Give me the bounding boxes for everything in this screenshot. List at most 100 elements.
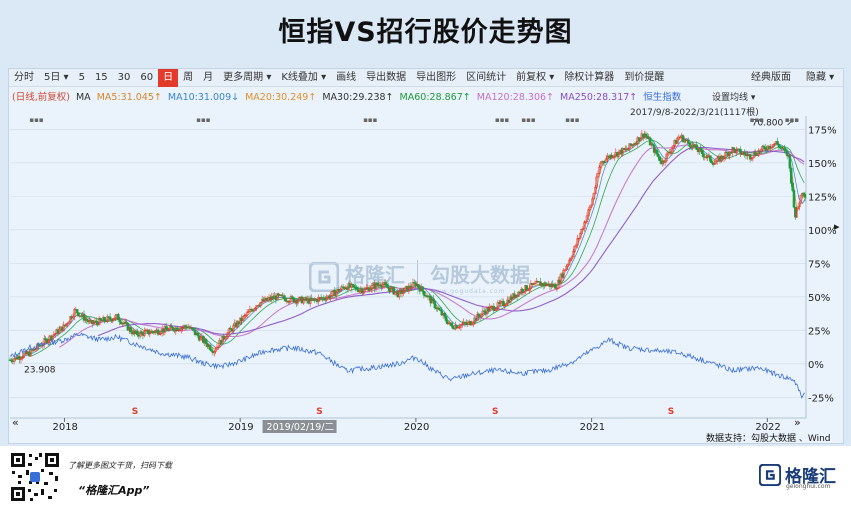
footer-tagline: 了解更多图文干货，扫码下载 <box>68 461 172 470</box>
candle-body <box>651 143 655 146</box>
candle-body <box>60 326 64 332</box>
candle-body <box>180 327 183 331</box>
candle-body <box>695 144 698 150</box>
candle-body <box>370 285 374 290</box>
candle-body <box>284 298 287 302</box>
candle-body <box>192 328 195 331</box>
draw-line-button[interactable]: 画线 <box>336 71 357 83</box>
footer-logo-sub: gelonghui.com <box>786 483 831 490</box>
candle-body <box>599 162 602 168</box>
candle-body <box>702 153 705 158</box>
candle-body <box>437 307 441 310</box>
candle-body <box>772 144 775 148</box>
ma-line-4 <box>58 144 805 348</box>
candle-body <box>465 322 468 325</box>
more-periods-dropdown[interactable]: 更多周期 ▾ <box>223 71 272 83</box>
tab-week[interactable]: 周 <box>183 71 194 83</box>
candle-body <box>474 317 478 321</box>
candle-body <box>193 329 197 335</box>
candle-body <box>133 330 136 334</box>
candle-body <box>410 287 413 289</box>
candle-body <box>177 329 180 332</box>
watermark-brand-2: 勾股大数据 <box>430 263 530 287</box>
candle-body <box>373 283 376 289</box>
candle-body <box>670 148 674 153</box>
candle-body <box>289 296 293 302</box>
cursor-date-label: 2019/02/19/二 <box>267 422 334 433</box>
candle-body <box>112 318 116 320</box>
data-source: 数据支持：勾股大数据 、Wind <box>706 434 831 444</box>
candle-body <box>406 286 409 292</box>
candle-body <box>548 283 552 287</box>
ma-settings-dropdown[interactable]: 设置均线 ▾ <box>712 93 756 103</box>
candle-body <box>433 300 437 308</box>
tab-30min[interactable]: 30 <box>117 71 131 83</box>
candle-body <box>458 326 461 329</box>
candle-body <box>525 285 528 291</box>
candle-body <box>776 141 779 145</box>
candle-body <box>674 140 678 144</box>
candle-body <box>498 302 501 304</box>
candle-body <box>762 145 766 148</box>
export-data-button[interactable]: 导出数据 <box>366 71 407 83</box>
candle-body <box>138 331 142 337</box>
x-tick-label: 2019 <box>228 422 253 433</box>
tab-5min[interactable]: 5 <box>78 71 85 83</box>
candle-body <box>721 155 724 159</box>
classic-layout-button[interactable]: 经典版面 <box>751 72 791 83</box>
kline-overlay-dropdown[interactable]: K线叠加 ▾ <box>281 71 327 83</box>
candle-body <box>27 351 31 357</box>
candle-body <box>561 273 564 278</box>
ma10-value: MA10:31.009↓ <box>167 92 240 103</box>
range-stats-button[interactable]: 区间统计 <box>466 71 507 83</box>
candle-body <box>369 288 372 292</box>
candle-body <box>292 297 295 303</box>
tab-60min[interactable]: 60 <box>140 71 154 83</box>
candle-body <box>591 198 594 206</box>
price-alert-button[interactable]: 到价提醒 <box>624 71 665 83</box>
tab-15min[interactable]: 15 <box>94 71 108 83</box>
candle-body <box>644 133 648 137</box>
tab-5day[interactable]: 5日 ▾ <box>44 71 69 83</box>
candle-body <box>166 328 169 331</box>
candle-body <box>237 321 241 325</box>
candle-body <box>728 152 731 157</box>
candle-body <box>588 206 592 211</box>
candle-body <box>502 301 505 306</box>
candle-body <box>118 319 121 323</box>
candle-body <box>339 289 342 292</box>
candle-body <box>796 206 800 209</box>
candle-body <box>352 284 356 288</box>
candle-body <box>130 331 134 335</box>
tab-day[interactable]: 日 <box>158 68 179 87</box>
candle-body <box>137 334 141 337</box>
candle-body <box>515 294 519 297</box>
candle-body <box>740 153 744 156</box>
candle-body <box>103 317 106 322</box>
candle-body <box>106 316 109 322</box>
adjust-dropdown[interactable]: 前复权 ▾ <box>516 71 555 83</box>
candle-body <box>455 325 459 329</box>
candle-body <box>688 142 692 147</box>
candle-body <box>572 251 575 258</box>
candle-body <box>388 288 391 292</box>
tab-fenshi[interactable]: 分时 <box>14 71 34 83</box>
candle-body <box>758 150 761 153</box>
candle-body <box>731 147 734 153</box>
candle-body <box>613 155 616 158</box>
export-chart-button[interactable]: 导出图形 <box>416 71 457 83</box>
candle-body <box>484 311 487 315</box>
candle-body <box>97 317 101 326</box>
exright-calc-button[interactable]: 除权计算器 <box>564 71 615 83</box>
event-marker: ▪▪▪ <box>565 116 579 124</box>
candle-body <box>530 283 534 285</box>
hide-dropdown[interactable]: 隐藏 ▾ <box>806 72 835 83</box>
tab-month[interactable]: 月 <box>203 71 214 83</box>
candle-body <box>325 297 328 301</box>
candle-body <box>269 297 272 300</box>
candle-body <box>75 309 79 314</box>
candle-body <box>225 336 228 339</box>
candle-body <box>720 155 723 162</box>
candle-body <box>714 161 718 164</box>
candle-body <box>451 325 454 329</box>
